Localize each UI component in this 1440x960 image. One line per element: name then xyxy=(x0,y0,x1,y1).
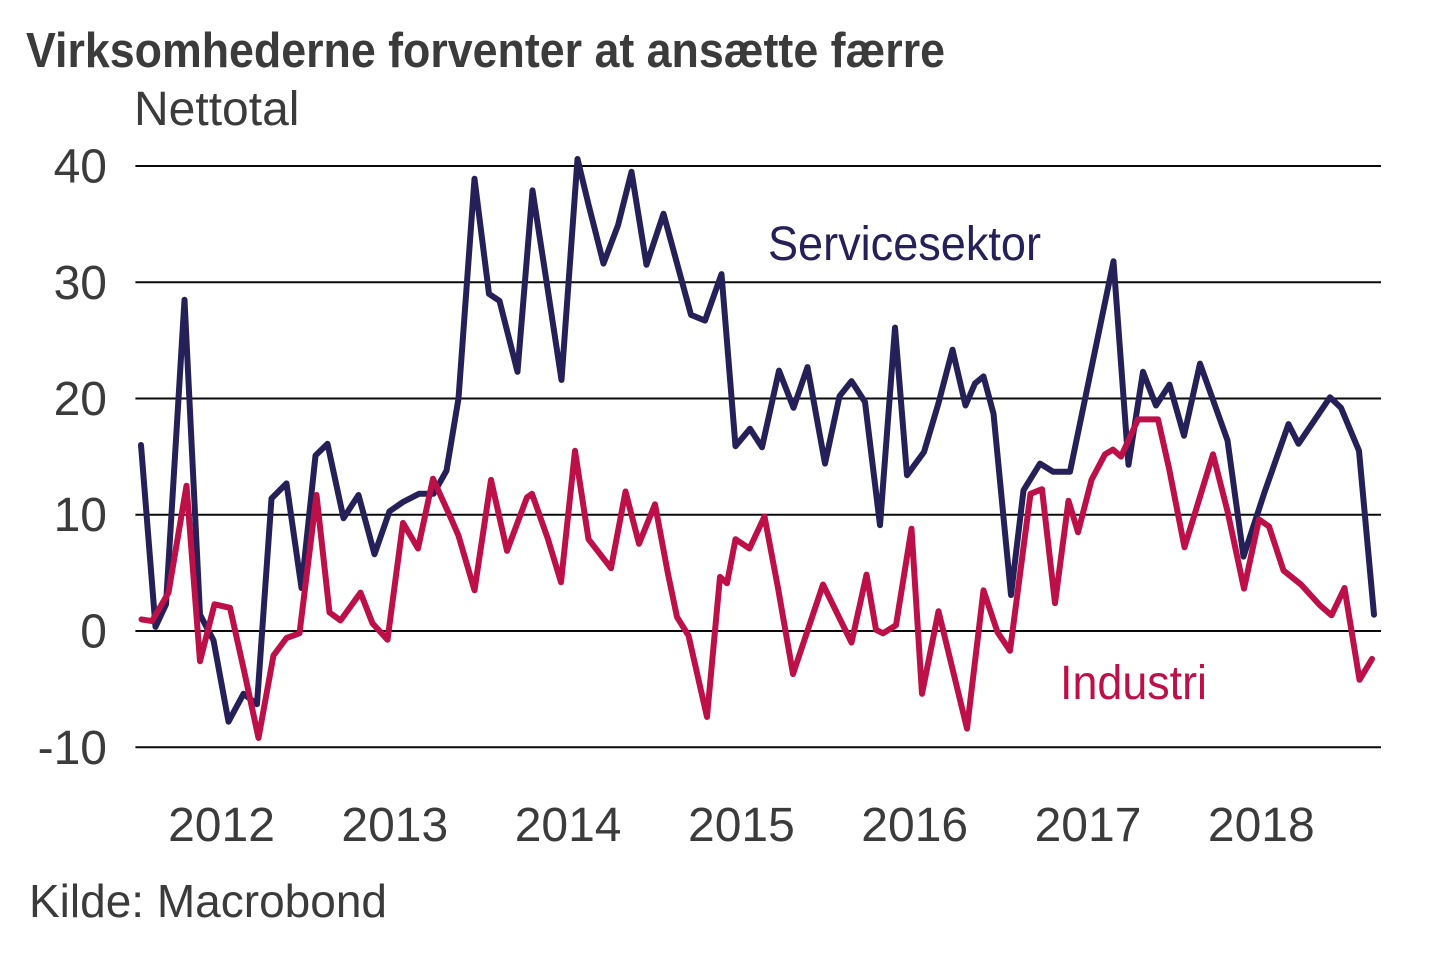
svg-text:Servicesektor: Servicesektor xyxy=(768,218,1041,271)
svg-text:Kilde: Macrobond: Kilde: Macrobond xyxy=(29,875,387,927)
svg-text:2018: 2018 xyxy=(1208,799,1315,852)
svg-text:30: 30 xyxy=(54,257,107,310)
svg-text:2013: 2013 xyxy=(341,799,448,852)
svg-text:0: 0 xyxy=(80,606,107,659)
svg-text:2012: 2012 xyxy=(168,799,275,852)
svg-text:40: 40 xyxy=(54,141,107,194)
svg-text:2014: 2014 xyxy=(515,799,622,852)
svg-text:Nettotal: Nettotal xyxy=(134,83,299,136)
svg-text:10: 10 xyxy=(54,489,107,542)
svg-text:-10: -10 xyxy=(38,722,107,775)
svg-text:2016: 2016 xyxy=(861,799,968,852)
svg-text:2017: 2017 xyxy=(1035,799,1142,852)
svg-text:2015: 2015 xyxy=(688,799,795,852)
svg-text:20: 20 xyxy=(54,373,107,426)
svg-text:Virksomhederne forventer at an: Virksomhederne forventer at ansætte færr… xyxy=(26,24,945,78)
svg-text:Industri: Industri xyxy=(1060,657,1207,710)
